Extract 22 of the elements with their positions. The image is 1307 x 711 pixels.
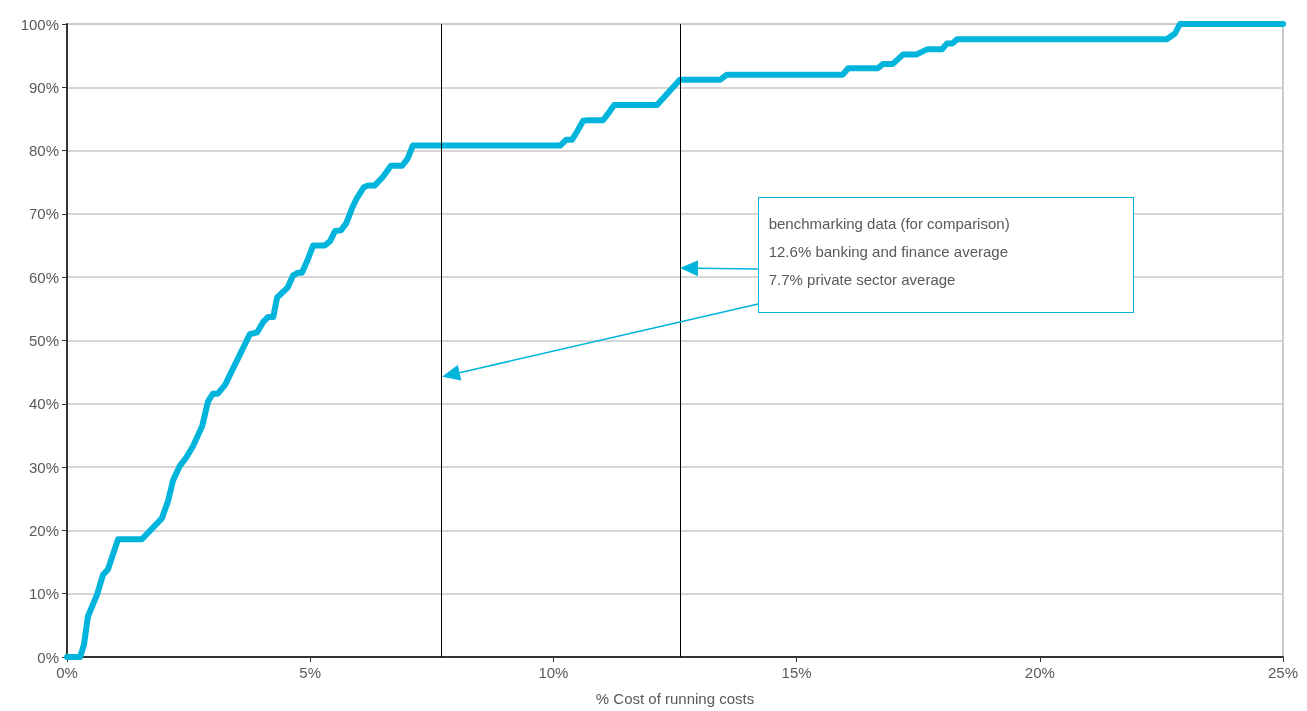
x-axis-title: % Cost of running costs — [595, 690, 755, 707]
x-tick-label: 15% — [781, 664, 812, 681]
annotation: benchmarking data (for comparison) — [768, 213, 1011, 234]
y-tick-label: 70% — [28, 205, 59, 223]
note-box: benchmarking data (for comparison) 12.6% banking and finance average 7.7% private sector average — [757, 196, 1135, 314]
y-tick-label: 0% — [37, 648, 59, 666]
x-tick-label: 5% — [299, 664, 322, 681]
y-tick-label: 50% — [28, 332, 59, 349]
y-tick-label: 90% — [28, 78, 59, 96]
y-tick-label: 80% — [28, 142, 59, 160]
annotation: 7.7% private sector average — [768, 269, 957, 290]
x-tick-label: 10% — [538, 664, 569, 681]
annotation: 12.6% banking and finance average — [768, 241, 1010, 262]
y-tick-label: 100% — [20, 15, 59, 33]
x-tick-label: 25% — [1267, 664, 1299, 681]
y-tick-label: 20% — [28, 521, 59, 539]
y-tick-label: 10% — [28, 585, 59, 603]
y-tick-label: 40% — [28, 395, 59, 413]
y-tick-label: 30% — [28, 458, 59, 476]
y-tick-label: 60% — [28, 268, 59, 286]
x-tick-label: 0% — [56, 664, 78, 681]
x-tick-label: 20% — [1024, 664, 1055, 681]
